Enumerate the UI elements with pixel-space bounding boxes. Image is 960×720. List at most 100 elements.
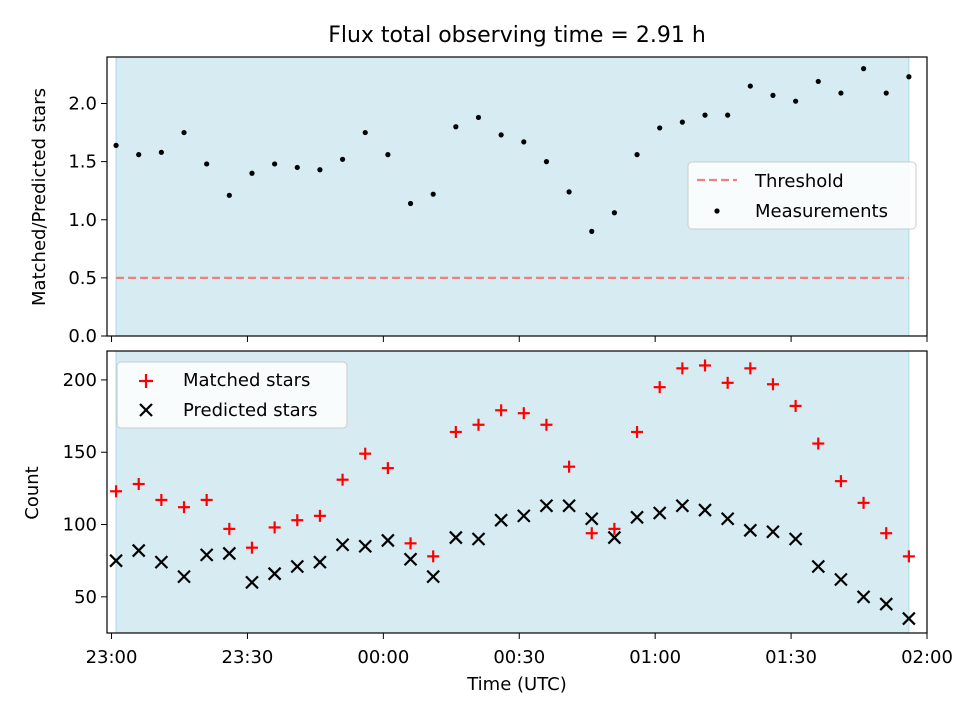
predicted-stars-point bbox=[222, 546, 237, 561]
matched-stars-point bbox=[880, 527, 893, 540]
measurement-point bbox=[498, 132, 504, 138]
measurement-point bbox=[317, 167, 323, 173]
predicted-stars-point bbox=[131, 543, 146, 558]
predicted-stars-point bbox=[109, 553, 123, 568]
matched-stars-point bbox=[472, 418, 485, 431]
matched-stars-point bbox=[563, 460, 576, 473]
measurement-point bbox=[679, 119, 685, 125]
matched-stars-point bbox=[449, 425, 462, 438]
matched-stars-point bbox=[902, 550, 915, 563]
top-axes-frame bbox=[106, 56, 928, 337]
predicted-stars-point bbox=[607, 530, 622, 545]
legend-measurements-label: Measurements bbox=[755, 201, 888, 222]
predicted-stars-point bbox=[335, 538, 350, 552]
measurement-point bbox=[272, 161, 278, 167]
predicted-stars-point bbox=[267, 566, 282, 581]
matched-stars-point bbox=[517, 407, 530, 420]
matched-stars-point bbox=[427, 550, 440, 563]
y-tick-label: 150 bbox=[63, 442, 97, 463]
measurement-point bbox=[158, 149, 164, 155]
measurement-point bbox=[181, 129, 187, 136]
legend-matched-label: Matched stars bbox=[183, 370, 310, 391]
predicted-stars-point bbox=[313, 555, 327, 569]
measurement-point bbox=[430, 191, 436, 197]
bottom-x-ticks: 23:00 23:30 00:00 00:30 01:00 01:30 02:00 bbox=[86, 633, 953, 668]
predicted-stars-point bbox=[902, 611, 916, 626]
measurement-point bbox=[906, 74, 912, 80]
top-y-ticks: 0.0 0.5 1.0 1.5 2.0 bbox=[68, 94, 107, 347]
predicted-stars-point bbox=[290, 559, 305, 574]
x-tick-label: 01:00 bbox=[629, 647, 681, 668]
y-tick-label: 50 bbox=[74, 587, 97, 608]
matched-stars-point bbox=[381, 462, 394, 475]
predicted-stars-point bbox=[245, 575, 259, 590]
measurement-point bbox=[204, 161, 210, 167]
matched-stars-point bbox=[631, 425, 644, 438]
predicted-stars-point bbox=[154, 555, 169, 569]
matched-stars-point bbox=[721, 376, 734, 389]
predicted-stars-point bbox=[856, 590, 871, 604]
chart-title: Flux total observing time = 2.91 h bbox=[328, 23, 706, 48]
predicted-stars-point bbox=[811, 559, 826, 574]
measurement-point bbox=[815, 78, 821, 85]
predicted-stars-point bbox=[177, 569, 191, 584]
legend-threshold-label: Threshold bbox=[754, 171, 844, 192]
predicted-stars-point bbox=[199, 548, 214, 562]
measurement-point bbox=[838, 90, 844, 96]
x-tick-label: 02:00 bbox=[901, 647, 953, 668]
predicted-stars-point bbox=[471, 532, 486, 546]
matched-stars-point bbox=[766, 378, 779, 391]
measurement-point bbox=[407, 200, 414, 207]
measurement-point bbox=[860, 66, 867, 72]
matched-stars-point bbox=[585, 527, 598, 540]
predicted-stars-point bbox=[426, 569, 440, 584]
y-tick-label: 100 bbox=[63, 515, 97, 536]
top-legend-box bbox=[687, 161, 917, 230]
matched-stars-point bbox=[178, 501, 191, 514]
matched-stars-point bbox=[110, 485, 123, 498]
x-tick-label: 00:30 bbox=[493, 647, 545, 668]
measurement-point bbox=[657, 125, 663, 131]
measurement-point bbox=[136, 152, 142, 158]
top-y-axis-label: Matched/Predicted stars bbox=[29, 88, 50, 306]
y-tick-label: 1.0 bbox=[68, 210, 97, 231]
predicted-stars-point bbox=[449, 530, 463, 545]
measurement-point bbox=[770, 92, 776, 98]
matched-stars-point bbox=[336, 473, 349, 486]
predicted-stars-point bbox=[675, 498, 690, 513]
predicted-stars-point bbox=[403, 552, 418, 567]
measurement-point bbox=[113, 142, 119, 148]
y-tick-label: 0.5 bbox=[68, 268, 97, 289]
x-axis-label: Time (UTC) bbox=[466, 674, 567, 695]
top-x-ticks bbox=[111, 336, 928, 342]
predicted-stars-point bbox=[720, 511, 735, 526]
predicted-stars-point bbox=[381, 533, 395, 548]
predicted-stars-point bbox=[834, 572, 848, 587]
predicted-stars-point bbox=[494, 513, 508, 527]
matched-stars-point bbox=[155, 493, 168, 506]
predicted-stars-point bbox=[517, 509, 531, 523]
legend-predicted-label: Predicted stars bbox=[183, 400, 317, 421]
predicted-stars-point bbox=[358, 539, 373, 554]
x-tick-label: 01:30 bbox=[765, 647, 817, 668]
y-tick-label: 1.5 bbox=[68, 152, 97, 173]
x-tick-label: 23:00 bbox=[86, 647, 138, 668]
measurement-point bbox=[226, 192, 232, 198]
matched-stars-point bbox=[857, 496, 870, 509]
matched-stars-point bbox=[495, 404, 508, 417]
predicted-stars-point bbox=[766, 524, 780, 539]
measurement-point bbox=[611, 210, 618, 216]
measurement-point bbox=[475, 114, 482, 121]
predicted-stars-point bbox=[743, 523, 758, 538]
x-tick-label: 00:00 bbox=[357, 647, 409, 668]
matched-stars-point bbox=[676, 362, 689, 375]
predicted-stars-point bbox=[630, 510, 644, 525]
matched-stars-point bbox=[132, 478, 145, 491]
matched-stars-point bbox=[812, 437, 825, 450]
y-tick-label: 2.0 bbox=[68, 94, 97, 115]
predicted-stars-point bbox=[788, 532, 803, 546]
predicted-stars-point bbox=[562, 498, 576, 513]
y-tick-label: 200 bbox=[63, 370, 97, 391]
measurement-point bbox=[702, 112, 708, 118]
